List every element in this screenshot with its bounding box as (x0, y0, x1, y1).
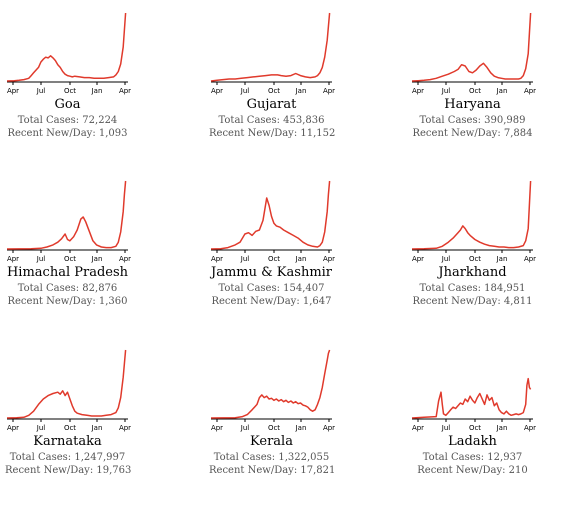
total-cases-label: Total Cases: 12,937 (422, 452, 523, 463)
x-tick-label: Apr (211, 87, 223, 95)
chart-svg: Apr Jul Oct Jan Apr (6, 349, 131, 432)
recent-new-per-day-label: Recent New/Day: 1,360 (7, 296, 128, 307)
x-tick-label: Apr (211, 424, 223, 432)
chart-svg: Apr Jul Oct Jan Apr (210, 180, 335, 263)
chart-svg: Apr Jul Oct Jan Apr (411, 377, 536, 432)
x-tick-label: Apr (524, 255, 536, 263)
series-line (210, 12, 331, 82)
x-tick-label: Apr (119, 87, 131, 95)
chart-title: Haryana (444, 97, 501, 112)
x-tick-label: Jul (240, 87, 250, 95)
total-cases-label: Total Cases: 1,247,997 (9, 452, 126, 463)
x-tick-label: Jan (496, 424, 508, 432)
x-tick-label: Jul (441, 255, 451, 263)
x-tick-label: Apr (119, 255, 131, 263)
series-line (6, 12, 127, 82)
x-tick-label: Jan (496, 255, 508, 263)
x-tick-label: Oct (469, 255, 481, 263)
x-tick-label: Jul (36, 255, 46, 263)
chart-panel-haryana: Apr Jul Oct Jan Apr Haryana Total Cases: 390,9… (410, 10, 565, 175)
recent-new-per-day-label: Recent New/Day: 19,763 (5, 465, 132, 476)
x-tick-label: Apr (323, 87, 335, 95)
x-tick-label: Apr (7, 255, 19, 263)
recent-new-per-day-label: Recent New/Day: 1,647 (211, 296, 332, 307)
chart-title: Gujarat (246, 97, 297, 112)
x-tick-label: Oct (64, 87, 76, 95)
chart-svg: Apr Jul Oct Jan Apr (210, 12, 335, 95)
x-tick-label: Oct (469, 424, 481, 432)
x-tick-label: Apr (524, 424, 536, 432)
chart-panel-ladakh: Apr Jul Oct Jan Apr Ladakh Total Cases: 12,937… (410, 347, 565, 512)
x-tick-label: Apr (323, 424, 335, 432)
chart-panel-goa: Apr Jul Oct Jan Apr Goa Total Cases: 72,224 Rec… (5, 10, 190, 175)
recent-new-per-day-label: Recent New/Day: 4,811 (412, 296, 533, 307)
total-cases-label: Total Cases: 72,224 (17, 115, 118, 126)
recent-new-per-day-label: Recent New/Day: 11,152 (209, 128, 336, 139)
recent-new-per-day-label: Recent New/Day: 210 (417, 465, 528, 476)
x-tick-label: Oct (64, 424, 76, 432)
chart-panel-kerala: Apr Jul Oct Jan Apr Kerala Total Cases: 1,322,… (209, 347, 394, 512)
chart-svg: Apr Jul Oct Jan Apr (6, 12, 131, 95)
series-line (6, 180, 127, 250)
x-tick-label: Oct (268, 87, 280, 95)
x-tick-label: Apr (412, 424, 424, 432)
x-tick-label: Oct (268, 255, 280, 263)
x-tick-label: Oct (469, 87, 481, 95)
chart-title: Kerala (250, 434, 293, 449)
series-line (411, 12, 532, 82)
x-tick-label: Jan (91, 255, 103, 263)
x-tick-label: Oct (268, 424, 280, 432)
chart-svg: Apr Jul Oct Jan Apr (6, 180, 131, 263)
x-tick-label: Jul (441, 424, 451, 432)
x-tick-label: Jul (36, 87, 46, 95)
chart-panel-himachal-pradesh: Apr Jul Oct Jan Apr Himachal Pradesh Total Cas… (5, 178, 190, 343)
x-tick-label: Apr (119, 424, 131, 432)
total-cases-label: Total Cases: 1,322,055 (213, 452, 330, 463)
chart-svg: Apr Jul Oct Jan Apr (210, 349, 335, 432)
x-tick-label: Apr (7, 87, 19, 95)
x-tick-label: Jan (295, 424, 307, 432)
x-tick-label: Apr (412, 87, 424, 95)
series-line (210, 180, 331, 250)
series-line (411, 180, 532, 250)
chart-title: Himachal Pradesh (6, 265, 129, 280)
chart-title: Jharkhand (438, 265, 507, 280)
chart-title: Jammu & Kashmir (210, 265, 333, 280)
total-cases-label: Total Cases: 154,407 (218, 283, 325, 294)
chart-panel-jharkhand: Apr Jul Oct Jan Apr Jharkhand Total Cases: 184… (410, 178, 565, 343)
chart-title: Goa (54, 97, 81, 112)
x-tick-label: Jul (441, 87, 451, 95)
x-tick-label: Jul (36, 424, 46, 432)
series-line (210, 349, 331, 419)
x-tick-label: Apr (211, 255, 223, 263)
total-cases-label: Total Cases: 453,836 (218, 115, 325, 126)
chart-svg: Apr Jul Oct Jan Apr (411, 180, 536, 263)
series-line (411, 377, 532, 419)
total-cases-label: Total Cases: 82,876 (17, 283, 118, 294)
x-tick-label: Apr (7, 424, 19, 432)
series-line (6, 349, 127, 419)
recent-new-per-day-label: Recent New/Day: 17,821 (209, 465, 336, 476)
x-tick-label: Jul (240, 424, 250, 432)
x-tick-label: Jul (240, 255, 250, 263)
x-tick-label: Jan (295, 87, 307, 95)
chart-panel-jammu-and-kashmir: Apr Jul Oct Jan Apr Jammu & Kashmir Total Case… (209, 178, 394, 343)
x-tick-label: Jan (295, 255, 307, 263)
recent-new-per-day-label: Recent New/Day: 1,093 (7, 128, 128, 139)
total-cases-label: Total Cases: 390,989 (419, 115, 526, 126)
chart-panel-gujarat: Apr Jul Oct Jan Apr Gujarat Total Cases: 453,8… (209, 10, 394, 175)
chart-title: Ladakh (448, 434, 497, 449)
x-tick-label: Apr (323, 255, 335, 263)
total-cases-label: Total Cases: 184,951 (419, 283, 526, 294)
x-tick-label: Jan (91, 424, 103, 432)
x-tick-label: Apr (412, 255, 424, 263)
chart-title: Karnataka (33, 434, 102, 449)
x-tick-label: Jan (91, 87, 103, 95)
chart-svg: Apr Jul Oct Jan Apr (411, 12, 536, 95)
x-tick-label: Jan (496, 87, 508, 95)
x-tick-label: Oct (64, 255, 76, 263)
recent-new-per-day-label: Recent New/Day: 7,884 (412, 128, 533, 139)
chart-panel-karnataka: Apr Jul Oct Jan Apr Karnataka Total Cases: 1,2… (5, 347, 190, 512)
x-tick-label: Apr (524, 87, 536, 95)
